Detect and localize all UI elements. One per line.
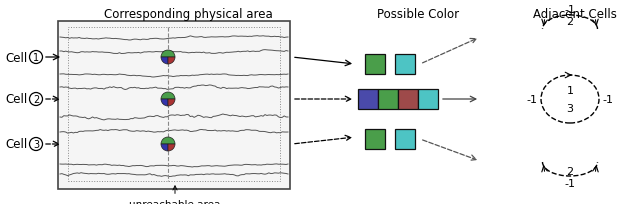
- Bar: [358, 90, 378, 110]
- Text: Cell: Cell: [5, 93, 28, 106]
- Wedge shape: [161, 100, 168, 106]
- Text: Possible Color: Possible Color: [377, 8, 459, 21]
- Wedge shape: [161, 137, 175, 144]
- Text: 2: 2: [33, 94, 39, 104]
- Text: unreachable area: unreachable area: [129, 186, 221, 204]
- Bar: [68, 28, 280, 181]
- Wedge shape: [161, 58, 168, 65]
- Wedge shape: [168, 144, 175, 151]
- Wedge shape: [161, 93, 175, 100]
- Bar: [58, 22, 290, 189]
- Bar: [365, 55, 385, 75]
- Wedge shape: [161, 144, 168, 151]
- Text: Adjacent Cells: Adjacent Cells: [533, 8, 617, 21]
- Wedge shape: [161, 51, 175, 58]
- Text: 2: 2: [566, 17, 573, 27]
- Text: -1: -1: [564, 5, 575, 15]
- Text: Cell: Cell: [5, 138, 28, 151]
- Text: -1: -1: [602, 94, 614, 104]
- Text: 3: 3: [33, 139, 39, 149]
- Bar: [365, 129, 385, 149]
- Bar: [378, 90, 398, 110]
- Bar: [395, 129, 415, 149]
- Wedge shape: [168, 100, 175, 106]
- Text: -1: -1: [527, 94, 538, 104]
- Text: -1: -1: [564, 178, 575, 188]
- Text: 3: 3: [566, 103, 573, 113]
- Text: Cell: Cell: [5, 51, 28, 64]
- Bar: [398, 90, 418, 110]
- Text: Corresponding physical area: Corresponding physical area: [104, 8, 273, 21]
- Bar: [395, 55, 415, 75]
- Bar: [418, 90, 438, 110]
- Text: 1: 1: [33, 53, 39, 63]
- Text: 2: 2: [566, 166, 573, 176]
- Wedge shape: [168, 58, 175, 65]
- Text: 1: 1: [566, 86, 573, 95]
